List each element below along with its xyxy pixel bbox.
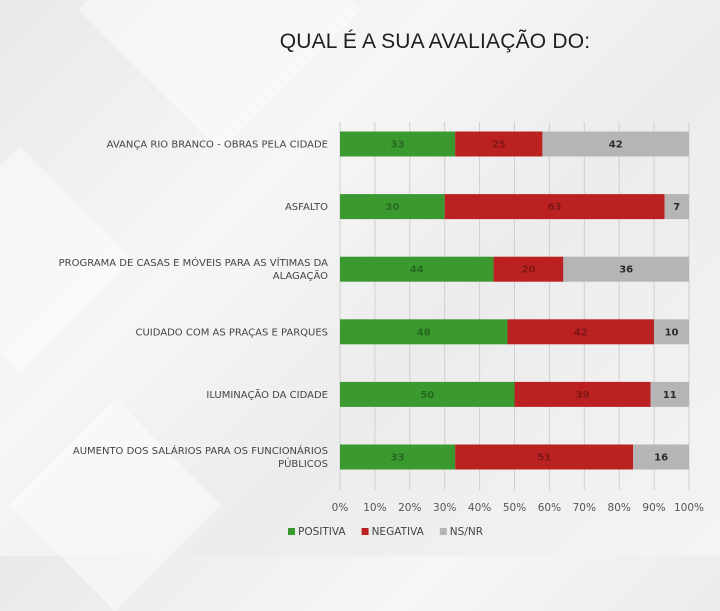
bar-segment (340, 444, 456, 470)
data-label: 63 (548, 202, 562, 213)
x-tick-label: 70% (573, 502, 596, 514)
data-label: 25 (492, 140, 506, 151)
bar-segment (340, 256, 494, 282)
category-label: AUMENTO DOS SALÁRIOS PARA OS FUNCIONÁRIO… (73, 444, 328, 457)
x-tick-label: 20% (398, 502, 421, 514)
bar-segment (340, 381, 515, 407)
data-label: 33 (391, 453, 405, 464)
bar-segment (514, 381, 651, 407)
chart-stage: QUAL É A SUA AVALIAÇÃO DO: 0% 10% 20% 30% 40… (58, 30, 705, 538)
legend-label: NEGATIVA (372, 526, 425, 538)
x-tick-label: 100% (674, 502, 704, 514)
bar-segment (493, 256, 564, 282)
data-label: 11 (663, 390, 677, 401)
category-label: PÚBLICOS (278, 457, 328, 470)
data-label: 42 (574, 327, 588, 338)
bar-segment (507, 319, 655, 345)
category-label: PROGRAMA DE CASAS E MÓVEIS PARA AS VÍTIM… (59, 256, 329, 269)
category-label: AVANÇA RIO BRANCO - OBRAS PELA CIDADE (107, 140, 328, 151)
category-label: ILUMINAÇÃO DA CIDADE (206, 388, 328, 401)
category-label: ALAGAÇÃO (273, 269, 328, 282)
bar-segment (340, 131, 456, 157)
chart-title: QUAL É A SUA AVALIAÇÃO DO: (279, 30, 591, 53)
bar-segment (455, 131, 543, 157)
data-label: 51 (537, 453, 551, 464)
bar-segment (340, 319, 508, 345)
legend-label: NS/NR (450, 526, 483, 538)
bar-segment (444, 194, 665, 220)
bar-segment (650, 381, 689, 407)
x-tick-label: 50% (503, 502, 526, 514)
data-label: 44 (410, 265, 424, 276)
category-label: CUIDADO COM AS PRAÇAS E PARQUES (135, 327, 328, 338)
data-label: 39 (576, 390, 590, 401)
data-label: 20 (521, 265, 535, 276)
bar-segment (633, 444, 689, 470)
legend-label: POSITIVA (298, 526, 346, 538)
x-tick-label: 10% (363, 502, 386, 514)
bar-chart: 0% 10% 20% 30% 40% 50% 60% 70% 80% 90% 100% AVANÇA … (59, 122, 704, 538)
x-tick-label: 30% (433, 502, 456, 514)
data-label: 36 (619, 265, 633, 276)
data-label: 42 (609, 140, 623, 151)
legend-swatch (439, 528, 447, 535)
x-tick-label: 60% (538, 502, 561, 514)
category-label: ASFALTO (285, 202, 328, 213)
data-label: 30 (385, 202, 399, 213)
x-tick-label: 80% (608, 502, 631, 514)
legend-swatch (288, 528, 295, 535)
bar-segment (563, 256, 689, 282)
x-tick-label: 90% (642, 502, 665, 514)
bar-segment (654, 319, 689, 345)
bar-segment (542, 131, 689, 157)
legend-swatch (361, 528, 369, 535)
x-tick-label: 0% (332, 502, 349, 514)
data-label: 33 (391, 140, 405, 151)
bar-segment (340, 194, 445, 220)
bar-segment (664, 194, 689, 220)
data-label: 48 (417, 327, 431, 338)
data-label: 50 (420, 390, 434, 401)
bar-segment (455, 444, 634, 470)
data-label: 10 (665, 327, 679, 338)
data-label: 7 (673, 202, 680, 213)
x-tick-label: 40% (468, 502, 491, 514)
data-label: 16 (654, 453, 668, 464)
